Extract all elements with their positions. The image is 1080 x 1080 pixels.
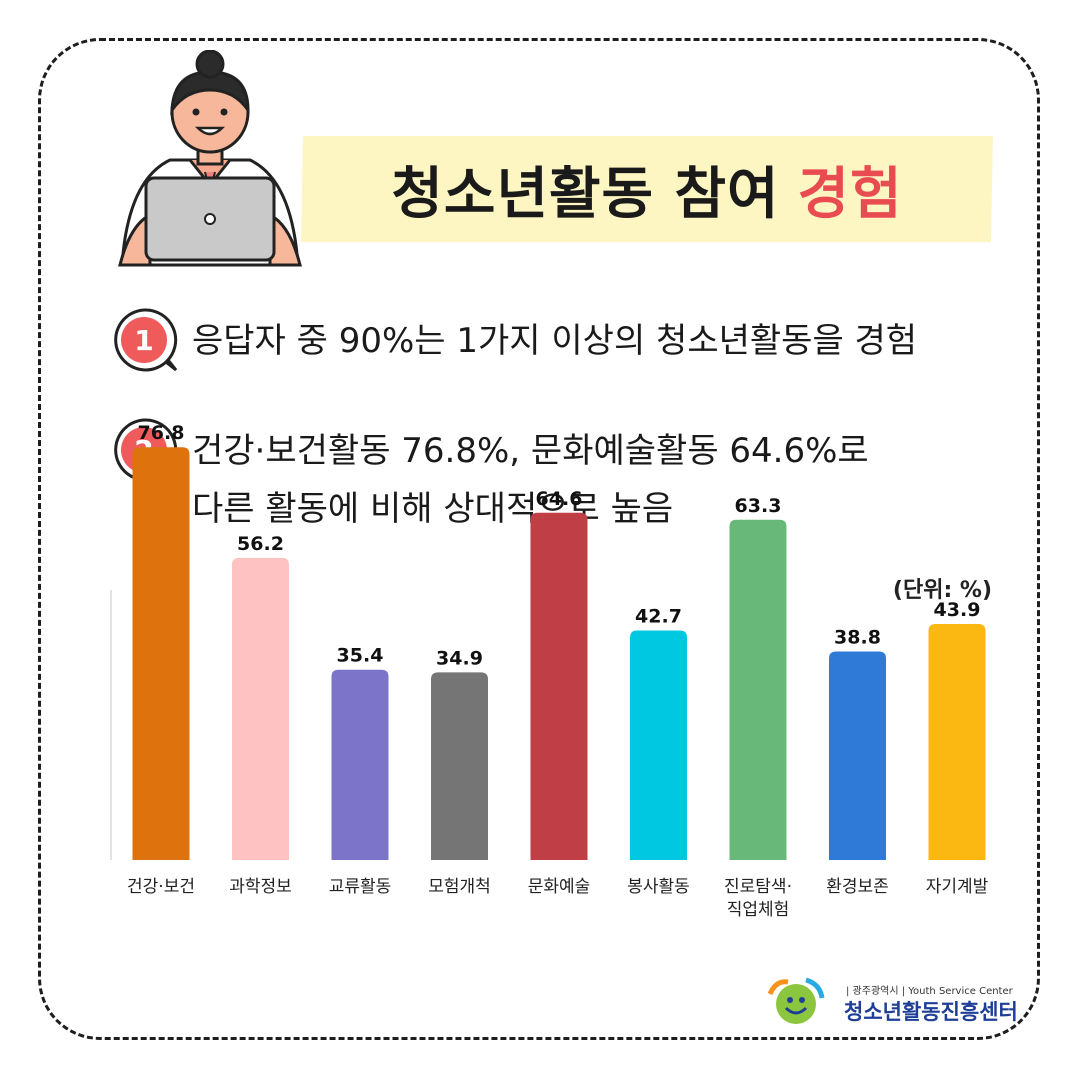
category-label: 자기계발 bbox=[926, 877, 989, 897]
category-label: 과학정보 bbox=[229, 877, 292, 897]
bar bbox=[729, 519, 787, 860]
bar bbox=[431, 672, 488, 860]
key-point-1-text: 응답자 중 90%는 1가지 이상의 청소년활동을 경험 bbox=[192, 321, 918, 361]
bar-value-label: 64.6 bbox=[536, 488, 583, 510]
dashed-frame bbox=[38, 38, 1040, 1040]
bar-value-label: 42.7 bbox=[635, 605, 682, 627]
logo-mark bbox=[767, 977, 825, 1024]
woman-laptop-illustration bbox=[118, 50, 302, 267]
bar bbox=[530, 512, 588, 860]
category-label: 환경보존 bbox=[826, 877, 889, 897]
bar bbox=[630, 630, 687, 860]
bar-value-label: 38.8 bbox=[834, 626, 881, 648]
badge-number-1: 1 bbox=[134, 324, 153, 357]
bar-value-label: 76.8 bbox=[138, 422, 185, 444]
title-accent: 경험 bbox=[797, 161, 903, 227]
bar bbox=[232, 557, 289, 860]
speech-bubble-badge-1: 1 bbox=[114, 308, 178, 372]
category-label: 직업체험 bbox=[727, 900, 790, 920]
logo-subtitle: | 광주광역시 | Youth Service Center bbox=[846, 986, 1013, 997]
logo-name: 청소년활동진흥센터 bbox=[844, 1000, 1018, 1024]
category-label: 모험개척 bbox=[428, 877, 491, 897]
category-label: 진로탐색· bbox=[724, 877, 792, 897]
bar-value-label: 43.9 bbox=[934, 599, 981, 621]
key-point-2-line-2: 다른 활동에 비해 상대적으로 높음 bbox=[192, 489, 674, 529]
category-label: 교류활동 bbox=[329, 877, 392, 897]
category-label: 봉사활동 bbox=[627, 877, 690, 897]
bar bbox=[331, 669, 389, 860]
key-point-2-line-1: 건강·보건활동 76.8%, 문화예술활동 64.6%로 bbox=[192, 431, 869, 471]
title-main: 청소년활동 참여 bbox=[391, 161, 780, 227]
page-title: 청소년활동 참여 경험 bbox=[302, 136, 992, 242]
bar-value-label: 34.9 bbox=[436, 647, 483, 669]
unit-label: (단위: %) bbox=[892, 578, 992, 603]
key-point-2-text: 건강·보건활동 76.8%, 문화예술활동 64.6%로 다른 활동에 비해 상… bbox=[192, 422, 869, 538]
category-label: 건강·보건 bbox=[127, 877, 195, 897]
category-label: 문화예술 bbox=[528, 877, 591, 897]
bar-value-label: 63.3 bbox=[735, 495, 782, 517]
bar-value-label: 35.4 bbox=[337, 645, 384, 667]
bar bbox=[132, 447, 190, 860]
bar bbox=[928, 624, 986, 860]
bar-value-label: 56.2 bbox=[237, 533, 284, 555]
bar bbox=[829, 651, 886, 860]
